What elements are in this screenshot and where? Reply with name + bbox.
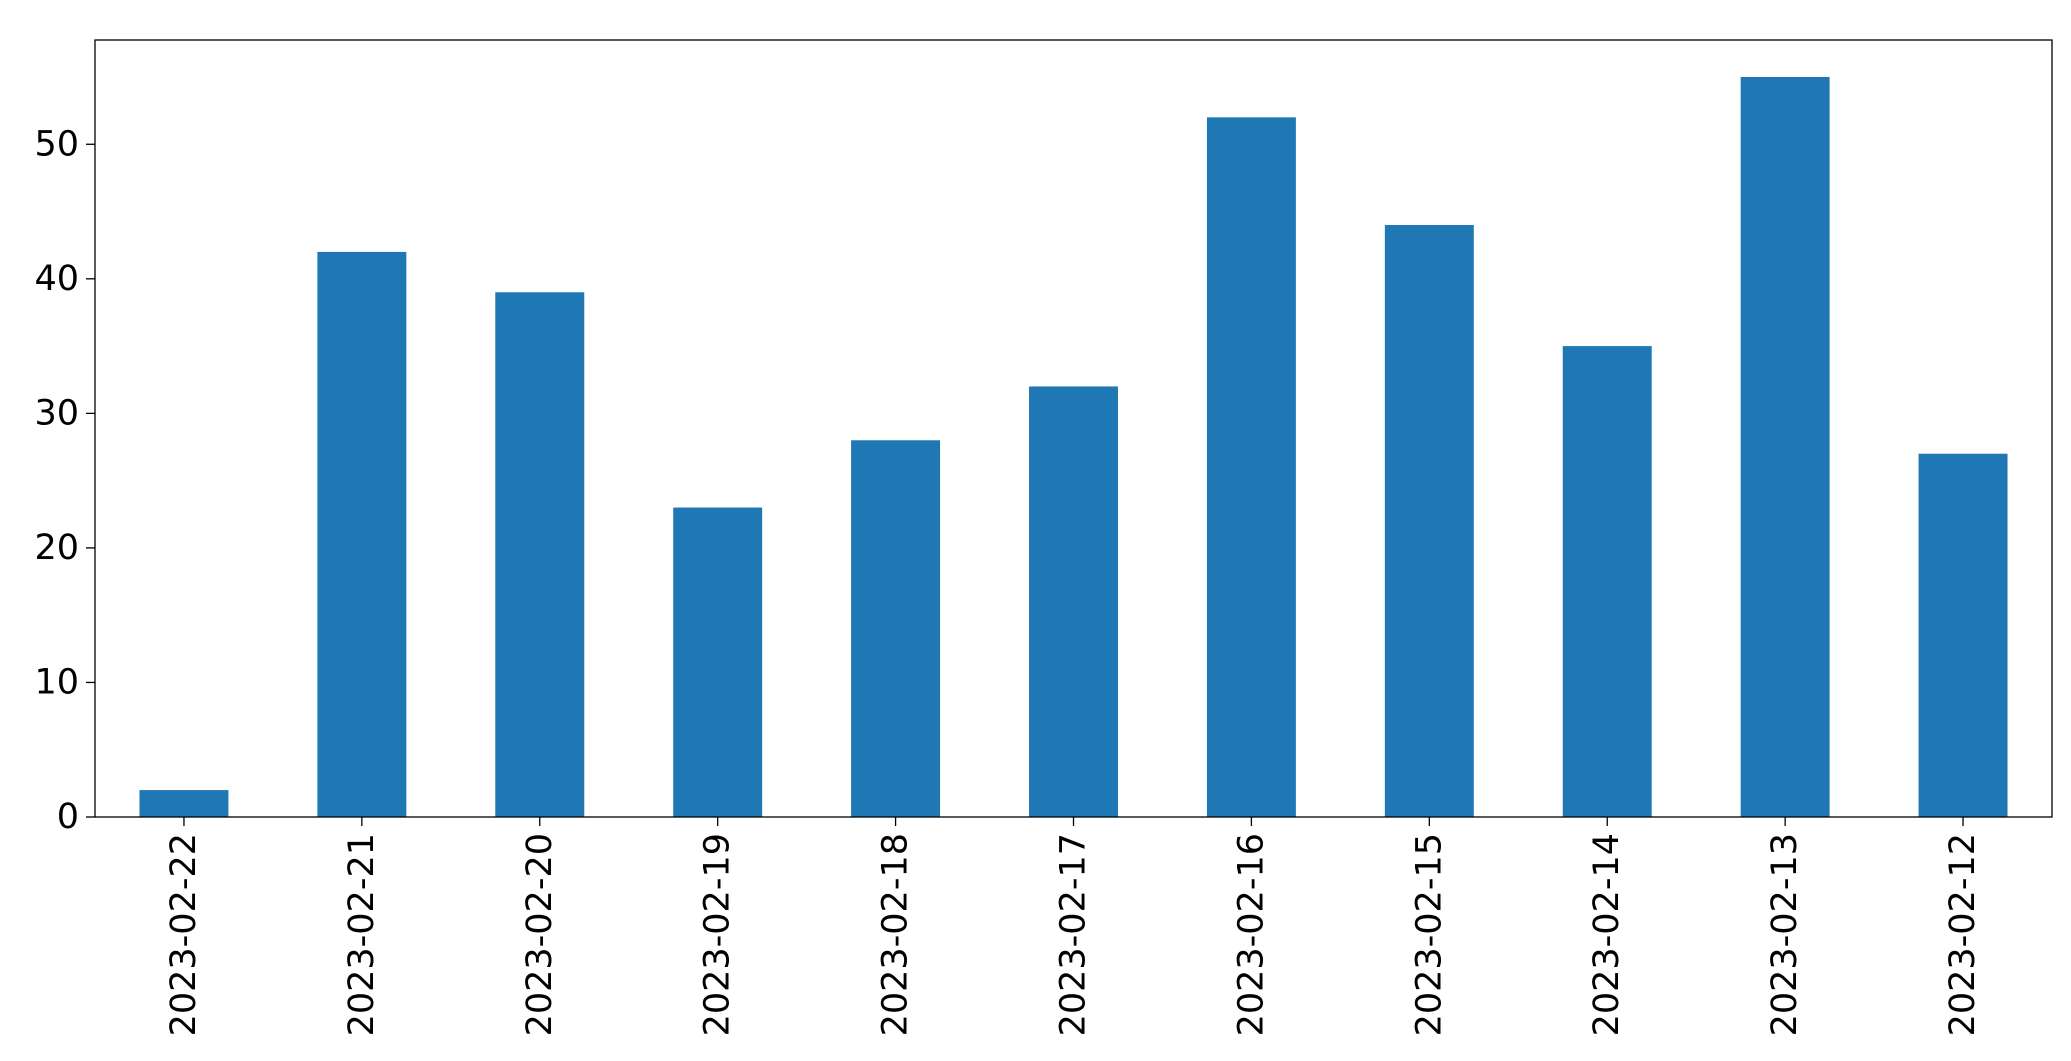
bar (1384, 225, 1474, 817)
y-tick-label: 40 (34, 259, 79, 299)
x-tick-label: 2023-02-13 (1765, 833, 1805, 1036)
bar (851, 440, 941, 817)
bar (1740, 77, 1830, 817)
bar (1029, 386, 1118, 817)
x-tick-label: 2023-02-20 (520, 833, 560, 1036)
x-tick-label: 2023-02-12 (1943, 833, 1983, 1036)
bar (317, 251, 407, 818)
plot-frame (94, 39, 2053, 818)
bar (139, 790, 229, 817)
y-tick-label: 50 (34, 124, 79, 164)
x-tick-label: 2023-02-22 (164, 833, 204, 1036)
bar (673, 507, 763, 817)
y-tick-label: 20 (34, 528, 79, 568)
y-tick-label: 30 (34, 393, 79, 433)
x-tick-label: 2023-02-18 (876, 833, 916, 1036)
x-tick-label: 2023-02-15 (1409, 833, 1449, 1036)
x-tick-label: 2023-02-14 (1587, 833, 1627, 1036)
bar (1562, 346, 1652, 817)
bar (495, 292, 585, 818)
y-tick-label: 10 (34, 662, 79, 702)
bar (1918, 453, 2008, 817)
y-tick-label: 0 (57, 797, 79, 837)
x-tick-label: 2023-02-19 (698, 833, 738, 1036)
x-tick-label: 2023-02-21 (342, 833, 382, 1036)
x-tick-label: 2023-02-17 (1054, 833, 1094, 1036)
bar (1206, 117, 1296, 817)
x-tick-label: 2023-02-16 (1231, 833, 1271, 1036)
